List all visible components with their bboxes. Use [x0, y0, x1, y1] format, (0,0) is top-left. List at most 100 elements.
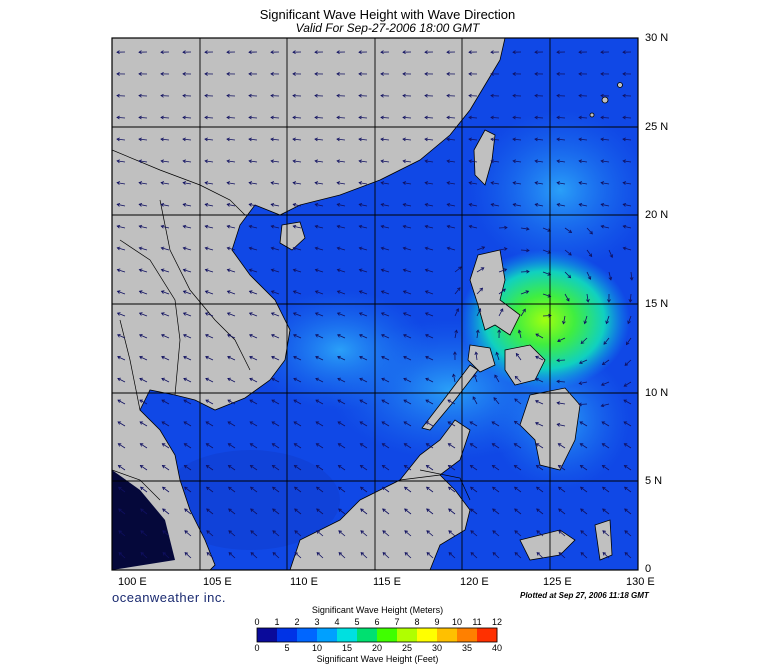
wave-arrow — [381, 225, 390, 229]
wave-arrow — [476, 267, 485, 273]
wave-arrow-head — [534, 181, 539, 185]
wave-arrow — [162, 486, 170, 493]
wave-arrow — [338, 486, 346, 493]
wave-arrow — [359, 182, 368, 185]
wave-arrow-head — [249, 399, 254, 403]
wave-arrow-head — [314, 115, 318, 120]
wave-arrow-head — [138, 203, 143, 207]
wave-arrow — [183, 312, 192, 317]
wave-arrow-head — [404, 530, 408, 534]
wave-arrow — [117, 182, 126, 185]
wave-arrow-head — [138, 246, 143, 251]
wave-arrow — [536, 443, 544, 449]
wave-arrow — [536, 465, 544, 471]
wave-arrow — [520, 308, 526, 317]
wave-arrow-head — [292, 246, 297, 251]
wave-arrow-head — [292, 203, 297, 207]
wave-arrow-head — [513, 486, 518, 491]
lat-label: 20 N — [645, 209, 669, 221]
wave-arrow-head — [182, 246, 187, 251]
wave-arrow-head — [358, 290, 363, 294]
wave-arrow-head — [470, 508, 474, 512]
wave-arrow — [293, 225, 302, 229]
wave-arrow-head — [475, 329, 480, 333]
wave-arrow-head — [601, 421, 606, 425]
wave-arrow-head — [292, 72, 296, 76]
wave-arrow-head — [248, 181, 253, 185]
wave-arrow-head — [204, 72, 208, 76]
wave-arrow — [293, 334, 302, 339]
wave-arrow-head — [116, 93, 120, 98]
wave-arrow-head — [226, 312, 231, 316]
wave-arrow-head — [204, 312, 209, 316]
wave-arrow-head — [547, 294, 552, 298]
wave-arrow-head — [314, 224, 319, 229]
wave-arrow — [272, 486, 280, 493]
wave-arrow — [381, 203, 390, 207]
wave-arrow-head — [204, 50, 208, 55]
wave-arrow — [380, 117, 390, 119]
wave-arrow — [271, 312, 280, 317]
wave-arrow — [206, 465, 214, 471]
wave-arrow — [424, 117, 434, 119]
wave-arrow-head — [228, 508, 232, 512]
wave-arrow-head — [624, 552, 629, 556]
wave-arrow — [447, 247, 456, 251]
wave-arrow-head — [336, 181, 341, 185]
wave-arrow-head — [315, 486, 320, 491]
wave-arrow-head — [338, 508, 342, 512]
wave-arrow-head — [580, 530, 584, 534]
wave-arrow-head — [182, 93, 186, 98]
wave-arrow — [206, 552, 214, 559]
wave-arrow-head — [315, 421, 320, 425]
wave-arrow-head — [161, 377, 165, 382]
wave-arrow-head — [497, 329, 502, 333]
wave-arrow-head — [183, 377, 187, 382]
wave-arrow — [117, 290, 126, 295]
wave-arrow-head — [270, 93, 274, 98]
wave-arrow — [183, 247, 192, 251]
colorbar-feet-label: Significant Wave Height (Feet) — [316, 654, 439, 664]
wave-arrow — [601, 182, 610, 185]
wave-arrow — [183, 399, 192, 405]
wave-arrow-head — [358, 72, 362, 76]
wave-arrow-head — [469, 464, 474, 469]
wave-arrow — [454, 287, 461, 295]
wave-arrow-head — [557, 443, 562, 447]
wave-arrow-head — [491, 464, 496, 469]
wave-arrow-head — [358, 181, 363, 185]
wave-arrow — [117, 421, 126, 427]
wave-arrow — [448, 508, 456, 515]
wave-arrow-head — [117, 421, 122, 425]
wave-arrow-head — [490, 115, 494, 120]
wave-arrow — [337, 334, 346, 339]
wave-arrow-head — [338, 552, 343, 556]
wave-arrow-head — [557, 338, 561, 343]
colorbar-feet-tick: 5 — [284, 643, 290, 653]
wave-arrow — [294, 486, 302, 493]
wave-arrow — [183, 203, 192, 207]
wave-arrow — [315, 378, 324, 383]
wave-arrow — [338, 530, 346, 537]
wave-arrow-head — [358, 159, 362, 164]
wave-arrow — [138, 138, 148, 141]
wave-arrow — [338, 443, 346, 449]
wave-arrow-head — [578, 381, 583, 385]
wave-arrow-head — [512, 115, 516, 120]
wave-arrow-head — [336, 246, 341, 251]
wave-arrow — [117, 225, 126, 229]
wave-arrow-head — [116, 312, 121, 316]
wave-arrow-head — [514, 530, 518, 534]
wave-arrow — [601, 403, 610, 407]
wave-arrow-head — [448, 530, 452, 534]
wave-arrow-head — [359, 355, 363, 360]
wave-arrow-head — [249, 421, 254, 425]
wave-arrow — [360, 486, 368, 493]
wave-arrow-head — [424, 137, 428, 142]
wave-arrow-head — [314, 290, 319, 294]
wave-arrow-head — [226, 93, 230, 98]
colorbar-swatch — [257, 628, 278, 642]
wave-arrow — [403, 378, 412, 383]
wave-arrow-head — [402, 93, 406, 98]
wave-arrow — [227, 203, 236, 207]
